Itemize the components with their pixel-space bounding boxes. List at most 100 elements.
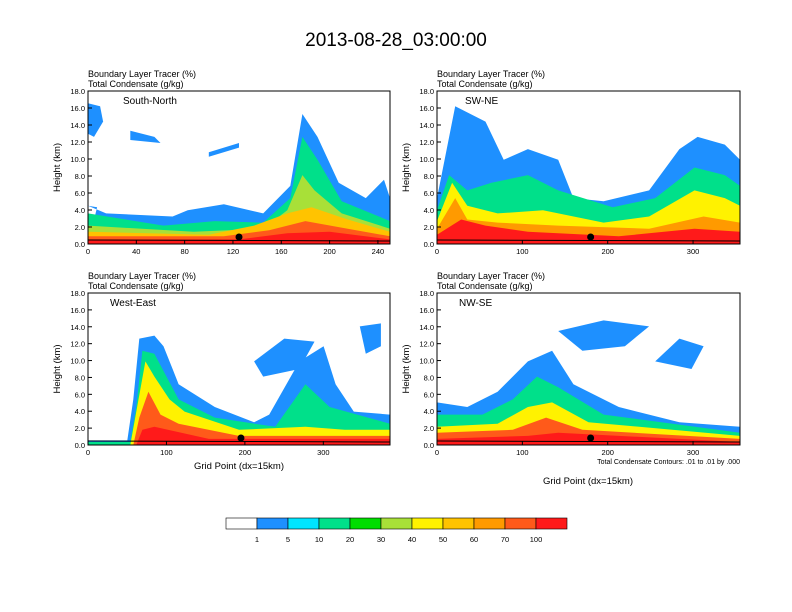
terrain-line [87, 440, 391, 443]
contour-note: Total Condensate Contours: .01 to .01 by… [597, 459, 740, 466]
y-tick-label: 12.0 [419, 138, 434, 147]
colorbar-label: 100 [530, 535, 543, 544]
colorbar-swatch [349, 517, 382, 530]
colorbar-label: 30 [377, 535, 385, 544]
x-tick-label: 80 [180, 247, 188, 256]
terrain-line [436, 239, 741, 242]
figure-title: 2013-08-28_03:00:00 [305, 30, 487, 51]
panel-header-tracer: Boundary Layer Tracer (%) [88, 69, 196, 79]
panel-frame [87, 90, 391, 245]
x-tick-label: 300 [317, 448, 330, 457]
panel-1: Boundary Layer Tracer (%)Total Condensat… [52, 69, 391, 256]
y-tick-label: 2.0 [424, 424, 434, 433]
field-contour-7 [130, 130, 161, 143]
x-tick-label: 100 [516, 247, 529, 256]
y-tick-label: 0.0 [75, 441, 85, 450]
colorbar-label: 50 [439, 535, 447, 544]
y-axis-label: Height (km) [52, 344, 63, 393]
field-contour-8 [208, 143, 239, 157]
panel-4: Boundary Layer Tracer (%)Total Condensat… [401, 271, 741, 457]
y-tick-label: 0.0 [75, 240, 85, 249]
x-tick-label: 200 [239, 448, 252, 457]
y-tick-label: 18.0 [419, 87, 434, 96]
y-tick-label: 4.0 [424, 407, 434, 416]
y-tick-label: 16.0 [419, 306, 434, 315]
y-axis-label: Height (km) [401, 344, 412, 393]
x-axis-label-west-east: Grid Point (dx=15km) [194, 461, 284, 472]
colorbar-swatch [504, 517, 537, 530]
y-tick-label: 18.0 [70, 289, 85, 298]
field-contour-3 [130, 361, 391, 445]
y-tick-label: 12.0 [70, 138, 85, 147]
y-tick-label: 8.0 [75, 373, 85, 382]
y-tick-label: 6.0 [424, 390, 434, 399]
y-tick-label: 2.0 [424, 223, 434, 232]
y-tick-label: 8.0 [75, 172, 85, 181]
panel-label: SW-NE [465, 96, 498, 107]
x-tick-label: 300 [687, 448, 700, 457]
y-tick-label: 12.0 [70, 340, 85, 349]
field-contour-5 [136, 426, 390, 445]
panel-label: NW-SE [459, 298, 492, 309]
colorbar-swatch [535, 517, 568, 530]
y-tick-label: 6.0 [75, 189, 85, 198]
y-tick-label: 10.0 [70, 155, 85, 164]
x-tick-label: 240 [372, 247, 385, 256]
y-tick-label: 16.0 [70, 306, 85, 315]
y-tick-label: 12.0 [419, 340, 434, 349]
panel-frame [436, 292, 741, 446]
location-marker [235, 233, 243, 241]
x-tick-label: 200 [601, 247, 614, 256]
panel-header-condensate: Total Condensate (g/kg) [437, 79, 533, 89]
y-tick-label: 4.0 [75, 206, 85, 215]
terrain-line [436, 440, 741, 443]
colorbar-label: 70 [501, 535, 509, 544]
colorbar-label: 10 [315, 535, 323, 544]
panel-header-condensate: Total Condensate (g/kg) [88, 281, 184, 291]
y-tick-label: 10.0 [419, 155, 434, 164]
field-contour-4 [133, 391, 391, 445]
y-tick-label: 6.0 [75, 390, 85, 399]
y-tick-label: 0.0 [424, 240, 434, 249]
x-tick-label: 0 [86, 448, 90, 457]
y-tick-label: 16.0 [70, 104, 85, 113]
x-axis-label-nw-se: Grid Point (dx=15km) [543, 476, 633, 487]
colorbar-label: 1 [255, 535, 259, 544]
y-tick-label: 6.0 [424, 189, 434, 198]
location-marker [237, 434, 245, 442]
panel-3: Boundary Layer Tracer (%)Total Condensat… [52, 271, 391, 457]
x-tick-label: 100 [516, 448, 529, 457]
location-marker [587, 233, 595, 241]
y-tick-label: 2.0 [75, 223, 85, 232]
panel-label: West-East [110, 298, 156, 309]
colorbar-label: 60 [470, 535, 478, 544]
panel-frame [87, 292, 391, 446]
panel-header-condensate: Total Condensate (g/kg) [437, 281, 533, 291]
y-tick-label: 16.0 [419, 104, 434, 113]
panel-label: South-North [123, 96, 177, 107]
panel-frame [436, 90, 741, 245]
y-axis-label: Height (km) [52, 143, 63, 192]
colorbar-swatch [380, 517, 413, 530]
x-tick-label: 0 [435, 247, 439, 256]
y-tick-label: 4.0 [75, 407, 85, 416]
colorbar-label: 20 [346, 535, 354, 544]
y-tick-label: 10.0 [419, 357, 434, 366]
y-tick-label: 8.0 [424, 373, 434, 382]
y-tick-label: 14.0 [419, 323, 434, 332]
colorbar-swatch [411, 517, 444, 530]
x-tick-label: 300 [687, 247, 700, 256]
y-tick-label: 14.0 [419, 121, 434, 130]
y-tick-label: 2.0 [75, 424, 85, 433]
panel-header-tracer: Boundary Layer Tracer (%) [437, 271, 545, 281]
panel-header-tracer: Boundary Layer Tracer (%) [88, 271, 196, 281]
colorbar-swatch [225, 517, 258, 530]
x-tick-label: 0 [435, 448, 439, 457]
x-tick-label: 120 [227, 247, 240, 256]
colorbar-swatch [442, 517, 475, 530]
x-tick-label: 200 [323, 247, 336, 256]
field-contour-7 [655, 338, 704, 369]
panel-header-condensate: Total Condensate (g/kg) [88, 79, 184, 89]
y-tick-label: 4.0 [424, 206, 434, 215]
